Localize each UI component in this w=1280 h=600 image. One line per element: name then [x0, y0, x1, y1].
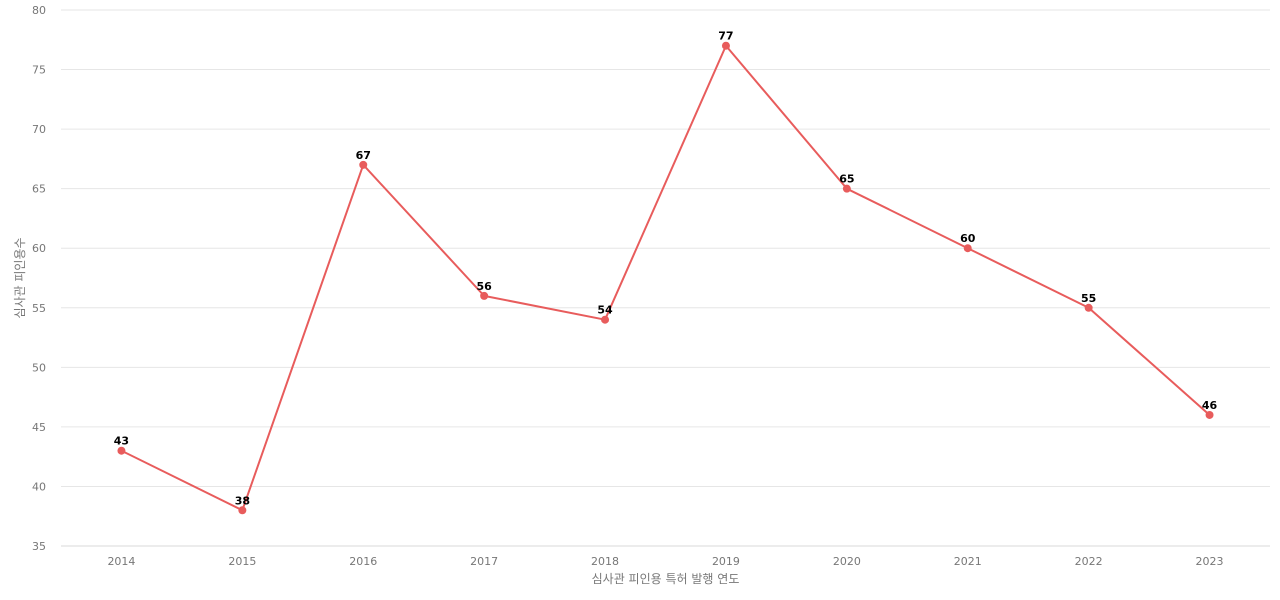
x-tick-label: 2016: [349, 555, 377, 568]
data-point[interactable]: [842, 184, 851, 193]
data-label: 43: [114, 435, 129, 448]
data-point[interactable]: [238, 506, 247, 515]
x-axis-title: 심사관 피인용 특허 발행 연도: [592, 571, 740, 586]
data-point[interactable]: [721, 41, 730, 50]
x-tick-label: 2020: [833, 555, 861, 568]
y-tick-label: 70: [32, 123, 46, 136]
y-tick-label: 40: [32, 480, 46, 493]
x-tick-label: 2023: [1196, 555, 1224, 568]
data-labels: 43 38 67 56 54 77 65 60 55 46: [114, 30, 1218, 508]
y-tick-label: 60: [32, 242, 46, 255]
x-tick-label: 2017: [470, 555, 498, 568]
data-point[interactable]: [1084, 303, 1093, 312]
y-tick-label: 75: [32, 64, 46, 77]
data-label: 60: [960, 232, 976, 245]
y-tick-label: 50: [32, 361, 46, 374]
y-tick-label: 45: [32, 421, 46, 434]
y-tick-label: 35: [32, 540, 46, 553]
x-tick-label: 2019: [712, 555, 740, 568]
series: [117, 41, 1214, 515]
data-point[interactable]: [1205, 410, 1214, 419]
data-label: 46: [1202, 399, 1218, 412]
data-point[interactable]: [963, 244, 972, 253]
series-line: [121, 44, 1211, 512]
data-label: 54: [597, 304, 613, 317]
data-point[interactable]: [117, 446, 126, 455]
x-tick-label: 2015: [228, 555, 256, 568]
grid: [61, 9, 1270, 547]
x-tick-label: 2014: [107, 555, 135, 568]
y-tick-label: 80: [32, 4, 46, 17]
y-axis-ticks: 35 40 45 50 55 60 65 70 75 80: [32, 4, 46, 553]
x-tick-label: 2021: [954, 555, 982, 568]
data-point[interactable]: [359, 160, 368, 169]
y-axis-title: 심사관 피인용수: [13, 237, 27, 318]
data-point[interactable]: [480, 291, 489, 300]
data-label: 38: [235, 494, 250, 507]
data-label: 77: [718, 30, 733, 43]
x-tick-label: 2018: [591, 555, 619, 568]
data-label: 56: [476, 280, 492, 293]
y-tick-label: 65: [32, 183, 46, 196]
data-label: 55: [1081, 292, 1096, 305]
x-tick-label: 2022: [1075, 555, 1103, 568]
x-axis-ticks: 2014 2015 2016 2017 2018 2019 2020 2021 2022 2023: [107, 555, 1223, 568]
data-label: 67: [356, 149, 371, 162]
data-point[interactable]: [601, 315, 610, 324]
y-tick-label: 55: [32, 302, 46, 315]
data-label: 65: [839, 173, 854, 186]
